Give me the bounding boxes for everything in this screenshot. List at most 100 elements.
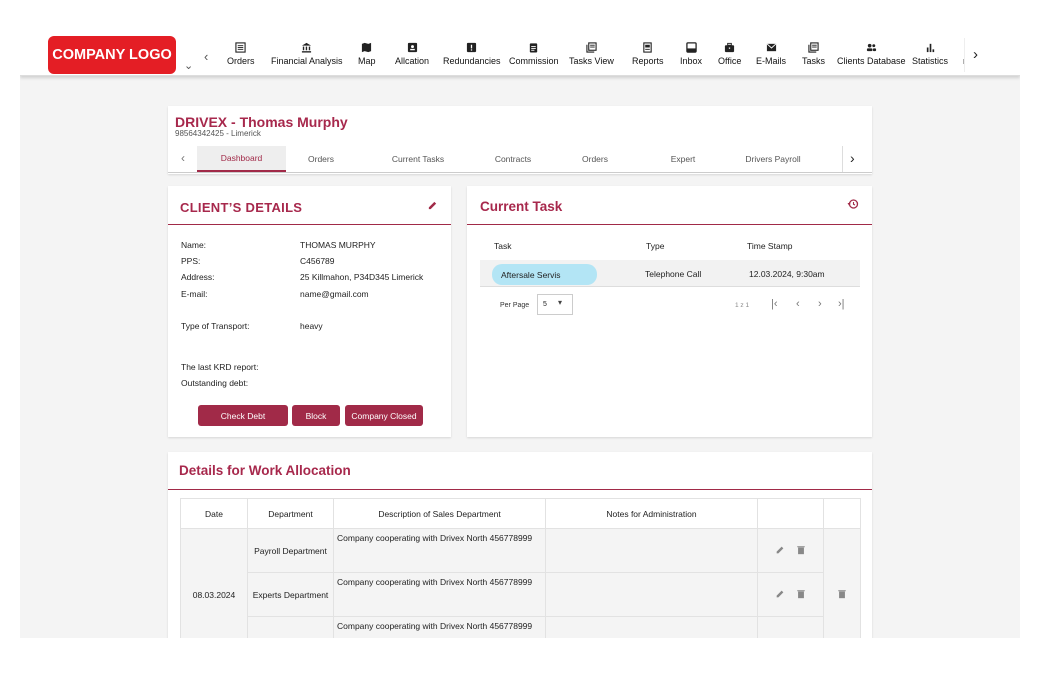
nav-label: Commission	[509, 56, 559, 66]
tab-contracts[interactable]: Contracts	[494, 154, 532, 164]
row-actions	[757, 572, 824, 617]
current-task-heading: Current Task	[480, 199, 563, 214]
column-header-task: Task	[494, 241, 512, 251]
per-page-select[interactable]: 5 ▾	[537, 294, 573, 315]
alert-icon	[466, 42, 478, 53]
work-allocation-heading: Details for Work Allocation	[179, 463, 351, 478]
nav-label: Orders	[227, 56, 255, 66]
badge-icon	[406, 42, 418, 53]
delete-icon[interactable]	[796, 589, 806, 599]
nav-item-financial-analysis[interactable]: Financial Analysis	[271, 42, 343, 66]
nav-scroll-left-icon[interactable]: ‹	[204, 49, 209, 64]
tasks-icon	[808, 42, 820, 53]
table-row[interactable]: Aftersale Servis Telephone Call 12.03.20…	[480, 260, 860, 287]
notes-cell[interactable]	[545, 572, 758, 617]
pagination-range: 1 z 1	[735, 302, 750, 309]
tab-drivers-payroll[interactable]: Drivers Payroll	[745, 154, 801, 164]
field-value-transport: heavy	[300, 321, 323, 331]
chevron-down-icon[interactable]: ⌄	[184, 60, 194, 72]
field-label: PPS:	[181, 256, 201, 266]
nav-item-e-mails[interactable]: E-Mails	[756, 42, 786, 66]
client-subtitle: 98564342425 - Limerick	[175, 129, 261, 138]
column-header-date: Date	[180, 498, 248, 529]
nav-item-tasks-view[interactable]: Tasks View	[569, 42, 614, 66]
table-row: Company cooperating with Drivex North 45…	[181, 616, 861, 638]
next-page-icon[interactable]: ›	[818, 298, 822, 310]
bank-icon	[301, 42, 313, 53]
delete-icon[interactable]	[837, 589, 847, 599]
nav-item-commission[interactable]: Commission	[509, 42, 559, 66]
edit-pencil-icon[interactable]	[775, 545, 785, 555]
field-label: Outstanding debt:	[181, 378, 249, 388]
briefcase-icon	[724, 42, 736, 53]
task-time: 12.03.2024, 9:30am	[749, 269, 825, 279]
block-button[interactable]: Block	[292, 405, 340, 426]
edit-pencil-icon[interactable]	[427, 198, 438, 216]
delete-icon[interactable]	[796, 545, 806, 555]
nav-label: E-Mails	[756, 56, 787, 66]
nav-label: Allcation	[395, 56, 430, 66]
first-page-icon[interactable]: |‹	[771, 298, 778, 310]
column-header-description: Description of Sales Department	[333, 498, 546, 529]
row-actions	[757, 528, 824, 573]
column-header-actions	[757, 498, 824, 529]
nav-item-inbox[interactable]: Inbox	[680, 42, 702, 66]
task-chip[interactable]: Aftersale Servis	[492, 264, 597, 285]
nav-item-redundancies[interactable]: Redundancies	[443, 42, 501, 66]
nav-label: Redundancies	[443, 56, 501, 66]
tab-scroll-left-icon[interactable]: ‹	[181, 151, 185, 165]
field-label: Name:	[181, 240, 207, 250]
company-closed-button[interactable]: Company Closed	[345, 405, 423, 426]
tab-orders-2[interactable]: Orders	[582, 154, 608, 164]
client-details-heading: CLIENT’S DETAILS	[180, 200, 303, 215]
nav-item-orders[interactable]: Orders	[227, 42, 255, 66]
list-icon	[235, 42, 247, 53]
nav-item-office[interactable]: Office	[718, 42, 741, 66]
nav-label: Inbox	[680, 56, 703, 66]
field-value-pps: C456789	[300, 256, 335, 266]
inbox-icon	[685, 42, 697, 53]
chevron-right-icon: ›	[973, 46, 978, 63]
tab-scroll-right-button[interactable]: ›	[842, 146, 864, 172]
description-cell: Company cooperating with Drivex North 45…	[333, 572, 546, 617]
field-label: The last KRD report:	[181, 362, 259, 372]
edit-pencil-icon[interactable]	[775, 589, 785, 599]
tab-dashboard[interactable]: Dashboard	[197, 146, 286, 172]
chevron-right-icon: ›	[850, 150, 855, 166]
nav-item-reports[interactable]: Reports	[632, 42, 664, 66]
department-cell: Experts Department	[247, 572, 334, 617]
group-actions	[823, 528, 861, 638]
app-window: COMPANY LOGO ⌄ ‹ Orders Financial Analys…	[20, 34, 1020, 638]
per-page-label: Per Page	[500, 302, 530, 309]
notes-cell[interactable]	[545, 616, 758, 638]
nav-item-tasks[interactable]: Tasks	[802, 42, 825, 66]
tab-expert[interactable]: Expert	[670, 154, 696, 164]
notes-cell[interactable]	[545, 528, 758, 573]
nav-item-allcation[interactable]: Allcation	[395, 42, 429, 66]
client-title: DRIVEX - Thomas Murphy	[175, 114, 348, 130]
table-row: 08.03.2024 Payroll Department Company co…	[180, 528, 861, 638]
clipboard-icon	[528, 42, 540, 53]
mail-icon	[765, 42, 777, 53]
last-page-icon[interactable]: ›|	[838, 298, 845, 310]
check-debt-button[interactable]: Check Debt	[198, 405, 288, 426]
tab-current-tasks[interactable]: Current Tasks	[391, 154, 445, 164]
current-task-card: Current Task Task Type Time Stamp Afters…	[467, 186, 872, 437]
column-header-group-actions	[823, 498, 861, 529]
bar-chart-icon	[924, 42, 936, 53]
company-logo[interactable]: COMPANY LOGO	[48, 36, 176, 74]
description-cell: Company cooperating with Drivex North 45…	[333, 616, 546, 638]
nav-scroll-right-button[interactable]: ›	[964, 38, 1020, 72]
people-icon	[865, 42, 877, 53]
nav-item-statistics[interactable]: Statistics	[912, 42, 948, 66]
nav-item-map[interactable]: Map	[358, 42, 376, 66]
heading-divider	[168, 224, 451, 225]
department-cell	[247, 616, 334, 638]
history-icon[interactable]	[847, 197, 859, 215]
nav-label: Tasks	[802, 56, 826, 66]
prev-page-icon[interactable]: ‹	[796, 298, 800, 310]
nav-label: Map	[358, 56, 376, 66]
nav-item-clients-database[interactable]: Clients Database	[837, 42, 906, 66]
department-cell: Payroll Department	[247, 528, 334, 573]
tab-orders[interactable]: Orders	[308, 154, 334, 164]
